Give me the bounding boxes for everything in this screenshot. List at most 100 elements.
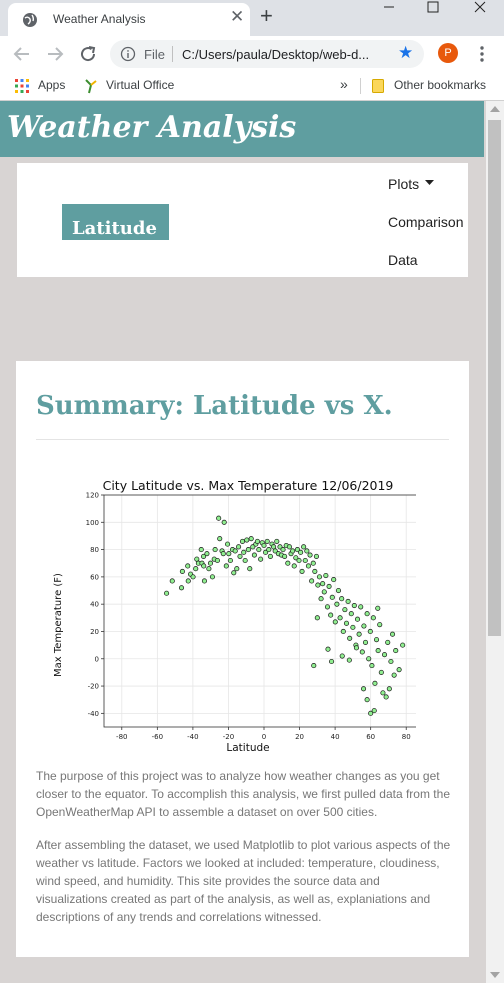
- scatter-point: [309, 578, 315, 584]
- scatter-point: [223, 563, 229, 569]
- scatter-point: [311, 663, 317, 669]
- scatter-point: [193, 566, 199, 572]
- folder-icon[interactable]: [372, 79, 384, 93]
- vertical-scrollbar[interactable]: [486, 101, 504, 983]
- scatter-point: [388, 658, 394, 665]
- scatter-point: [272, 548, 278, 554]
- latitude-sidebar-box[interactable]: Latitude: [62, 204, 169, 240]
- scatter-point: [294, 547, 300, 553]
- scatter-point: [396, 667, 402, 673]
- scatter-point: [198, 547, 204, 553]
- nav-data-link[interactable]: Data: [388, 252, 418, 268]
- scatter-point: [216, 515, 222, 521]
- forward-icon[interactable]: [43, 42, 67, 66]
- scatter-point: [245, 547, 251, 553]
- scatter-point: [353, 645, 359, 651]
- scatter-point: [364, 611, 370, 617]
- scatter-point: [254, 538, 260, 544]
- bookmark-apps[interactable]: Apps: [38, 78, 66, 92]
- x-tick-label: -80: [116, 733, 127, 741]
- scatter-point: [400, 642, 406, 648]
- scatter-point: [339, 596, 345, 602]
- bookmark-virtual-office[interactable]: Virtual Office: [106, 78, 175, 92]
- scatter-point: [356, 631, 362, 637]
- y-tick-label: -20: [88, 683, 99, 691]
- scatter-point: [381, 652, 388, 658]
- x-axis-ticks: -80 -60 -40 -20 0 20 40 60 80: [116, 727, 411, 741]
- scatter-point: [386, 686, 392, 692]
- maximize-icon[interactable]: [412, 0, 458, 30]
- close-window-icon[interactable]: [458, 0, 504, 30]
- scatter-point: [366, 656, 372, 662]
- scatter-point: [331, 577, 337, 583]
- close-tab-icon[interactable]: ✕: [230, 7, 245, 26]
- chart-title: City Latitude vs. Max Temperature 12/06/…: [103, 478, 394, 493]
- x-tick-label: -20: [223, 733, 234, 741]
- globe-icon: [23, 13, 37, 27]
- bookmarks-bar: Apps Virtual Office » Other bookmarks: [0, 72, 504, 101]
- scatter-point: [274, 538, 280, 544]
- scatter-point: [314, 615, 320, 621]
- scatter-point: [164, 590, 170, 596]
- scatter-point: [169, 578, 175, 584]
- virtual-office-icon[interactable]: [84, 78, 98, 94]
- scatter-point: [361, 623, 367, 629]
- scatter-point: [358, 604, 364, 610]
- scatter-point: [248, 536, 254, 542]
- summary-paragraph-1: The purpose of this project was to analy…: [36, 769, 450, 819]
- scatter-point: [332, 619, 338, 625]
- scroll-up-icon[interactable]: [490, 105, 500, 113]
- scatter-point: [280, 547, 286, 553]
- minimize-icon[interactable]: [366, 0, 412, 30]
- browser-tab-bar: Weather Analysis ✕ +: [0, 0, 504, 36]
- nav-plots-dropdown[interactable]: Plots: [388, 176, 435, 192]
- y-tick-label: 120: [86, 492, 99, 500]
- scatter-point: [320, 581, 326, 587]
- plot-frame: [103, 494, 416, 728]
- profile-avatar[interactable]: P: [438, 43, 458, 63]
- scatter-point: [325, 646, 331, 652]
- scatter-point: [301, 544, 307, 550]
- scatter-point: [321, 589, 327, 595]
- y-axis-ticks: -40 -20 0 20 40 60 80 100 120: [86, 492, 104, 718]
- scatter-point: [354, 616, 361, 622]
- scroll-down-icon[interactable]: [490, 971, 500, 979]
- nav-panel: Latitude Plots Comparison Data: [17, 163, 468, 277]
- scatter-point: [264, 538, 270, 544]
- address-bar[interactable]: File C:/Users/paula/Desktop/web-d... ★: [110, 40, 424, 68]
- bookmarks-overflow-icon[interactable]: »: [340, 76, 348, 92]
- scatter-point: [190, 574, 196, 580]
- scatter-point: [206, 566, 212, 572]
- reload-icon[interactable]: [76, 42, 100, 66]
- bookmark-other[interactable]: Other bookmarks: [394, 78, 487, 92]
- y-tick-label: -40: [88, 710, 99, 718]
- info-icon[interactable]: [120, 46, 136, 62]
- scatter-point: [258, 556, 264, 562]
- menu-dots-icon[interactable]: [474, 44, 490, 64]
- scatter-point: [304, 548, 310, 554]
- apps-grid-icon[interactable]: [15, 79, 29, 93]
- scrollbar-thumb[interactable]: [488, 120, 501, 636]
- browser-tab[interactable]: Weather Analysis ✕: [8, 3, 250, 36]
- scatter-point: [302, 557, 308, 564]
- site-header: Weather Analysis: [0, 101, 484, 157]
- scatter-point: [350, 624, 356, 630]
- scatter-point: [316, 574, 323, 580]
- scatter-point: [236, 544, 242, 550]
- scatter-point: [214, 557, 220, 564]
- site-title[interactable]: Weather Analysis: [7, 110, 297, 145]
- nav-comparison-link[interactable]: Comparison: [388, 214, 464, 230]
- scatter-point: [326, 583, 332, 589]
- new-tab-icon[interactable]: +: [260, 3, 273, 28]
- scatter-point: [267, 553, 273, 559]
- summary-card: Summary: Latitude vs X. -80 -60 -40 -20 0 20 4…: [16, 361, 469, 957]
- scatter-point: [375, 605, 381, 611]
- url-text[interactable]: C:/Users/paula/Desktop/web-d...: [182, 47, 370, 62]
- bookmark-star-icon[interactable]: ★: [398, 43, 414, 62]
- scatter-point: [377, 622, 383, 628]
- scatter-point: [346, 657, 352, 663]
- back-icon[interactable]: [10, 42, 34, 66]
- x-tick-label: 20: [295, 733, 304, 741]
- tab-title: Weather Analysis: [53, 12, 146, 26]
- scatter-point: [231, 570, 237, 576]
